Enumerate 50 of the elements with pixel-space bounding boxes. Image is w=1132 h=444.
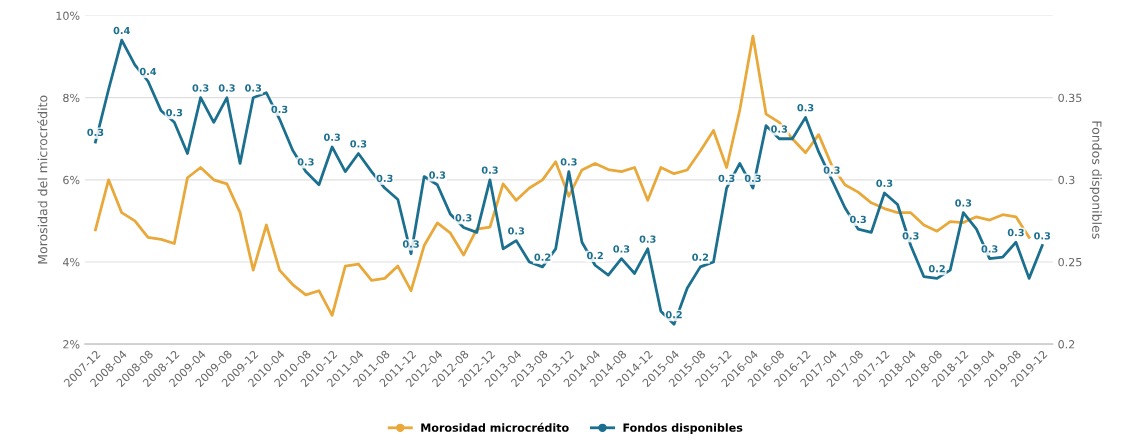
data-label: 0.3 bbox=[376, 174, 393, 182]
y-tick-label: 6% bbox=[63, 175, 80, 185]
data-label: 0.3 bbox=[613, 245, 630, 253]
data-label: 0.3 bbox=[166, 108, 183, 117]
legend-label: Fondos disponibles bbox=[623, 423, 743, 434]
data-label: 0.3 bbox=[192, 84, 209, 92]
y2-tick-label: 0.35 bbox=[1058, 93, 1082, 103]
data-label: 0.3 bbox=[560, 158, 577, 166]
data-label: 0.3 bbox=[797, 103, 814, 112]
data-label: 0.3 bbox=[1007, 228, 1024, 237]
data-label: 0.4 bbox=[113, 26, 130, 35]
data-label: 0.3 bbox=[823, 166, 840, 174]
data-label: 0.3 bbox=[218, 84, 235, 92]
data-label: 0.3 bbox=[902, 232, 919, 240]
data-label: 0.3 bbox=[508, 227, 525, 235]
data-label: 0.3 bbox=[981, 245, 998, 253]
y2-tick-label: 0.25 bbox=[1058, 257, 1082, 267]
data-label: 0.3 bbox=[771, 125, 788, 133]
y-tick-label: 4% bbox=[62, 257, 80, 267]
data-label: 0.3 bbox=[87, 128, 104, 136]
data-label: 0.2 bbox=[586, 251, 603, 260]
data-label: 0.3 bbox=[455, 214, 472, 222]
legend-label: Morosidad microcrédito bbox=[421, 422, 569, 432]
data-label: 0.3 bbox=[639, 235, 656, 243]
data-label: 0.2 bbox=[665, 310, 682, 319]
y2-axis-title: Fondos disponibles bbox=[1089, 121, 1102, 239]
data-label: 0.2 bbox=[692, 253, 709, 261]
data-label: 0.3 bbox=[297, 158, 314, 166]
data-label: 0.2 bbox=[534, 253, 551, 261]
y2-tick-label: 0.3 bbox=[1058, 175, 1075, 185]
data-label: 0.3 bbox=[429, 171, 446, 179]
data-label: 0.4 bbox=[139, 67, 157, 76]
data-label: 0.3 bbox=[744, 174, 761, 182]
y-axis-title: Morosidad del microcrédito bbox=[37, 95, 48, 264]
data-label: 0.3 bbox=[350, 140, 367, 148]
data-label: 0.3 bbox=[718, 174, 735, 182]
y-tick-label: 10% bbox=[56, 11, 80, 20]
data-label: 0.2 bbox=[928, 264, 945, 273]
y-tick-label: 2% bbox=[63, 340, 80, 349]
data-label: 0.3 bbox=[849, 215, 866, 224]
data-label: 0.3 bbox=[245, 84, 262, 92]
data-label: 0.3 bbox=[481, 166, 498, 174]
data-label: 0.3 bbox=[402, 240, 419, 248]
data-label: 0.3 bbox=[323, 133, 340, 141]
y2-tick-label: 0.2 bbox=[1058, 340, 1075, 349]
y-tick-label: 8% bbox=[63, 93, 80, 103]
data-label: 0.3 bbox=[271, 105, 288, 113]
data-label: 0.3 bbox=[876, 179, 893, 187]
data-label: 0.3 bbox=[955, 199, 972, 207]
data-label: 0.3 bbox=[1034, 232, 1051, 240]
